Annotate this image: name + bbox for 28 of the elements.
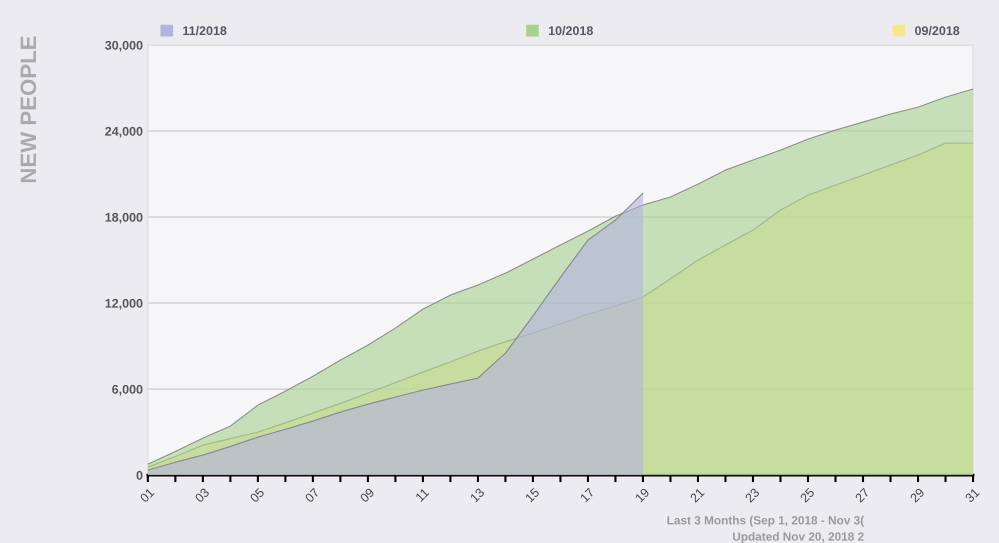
x-tick-label: 21 — [690, 488, 705, 503]
x-tick-label: 27 — [854, 488, 870, 503]
x-tick-label: 11 — [415, 488, 430, 502]
x-tick-label: 03 — [194, 488, 210, 503]
legend-label: 10/2018 — [548, 26, 593, 36]
x-tick-label: 17 — [580, 488, 595, 502]
y-tick-label: 18,000 — [106, 212, 142, 224]
legend-label: 11/2018 — [183, 26, 226, 36]
text: Updated Nov 20, 2018 2 — [732, 532, 864, 543]
y-tick-label: 12,000 — [106, 298, 142, 310]
y-tick-label: 24,000 — [105, 126, 142, 138]
x-tick-label: 07 — [304, 488, 320, 503]
y-tick-label: 30,000 — [105, 40, 142, 52]
x-tick-label: 15 — [524, 488, 540, 503]
x-tick-label: 01 — [139, 488, 155, 503]
x-tick-label: 09 — [359, 488, 375, 503]
x-tick-label: 31 — [964, 488, 980, 503]
x-tick-label: 19 — [634, 488, 650, 503]
text: Last 3 Months (Sep 1, 2018 - Nov 3( — [667, 516, 864, 527]
x-tick-label: 29 — [910, 488, 925, 503]
x-tick-label: 25 — [800, 488, 815, 503]
y-axis-title: NEW PEOPLE — [20, 36, 36, 182]
x-tick-label: 13 — [470, 488, 485, 503]
x-tick-label: 05 — [249, 488, 265, 503]
legend-label: 09/2018 — [915, 26, 960, 36]
y-tick-label: 0 — [136, 470, 142, 480]
x-tick-label: 23 — [744, 488, 760, 503]
y-tick-label: 6,000 — [112, 384, 142, 396]
